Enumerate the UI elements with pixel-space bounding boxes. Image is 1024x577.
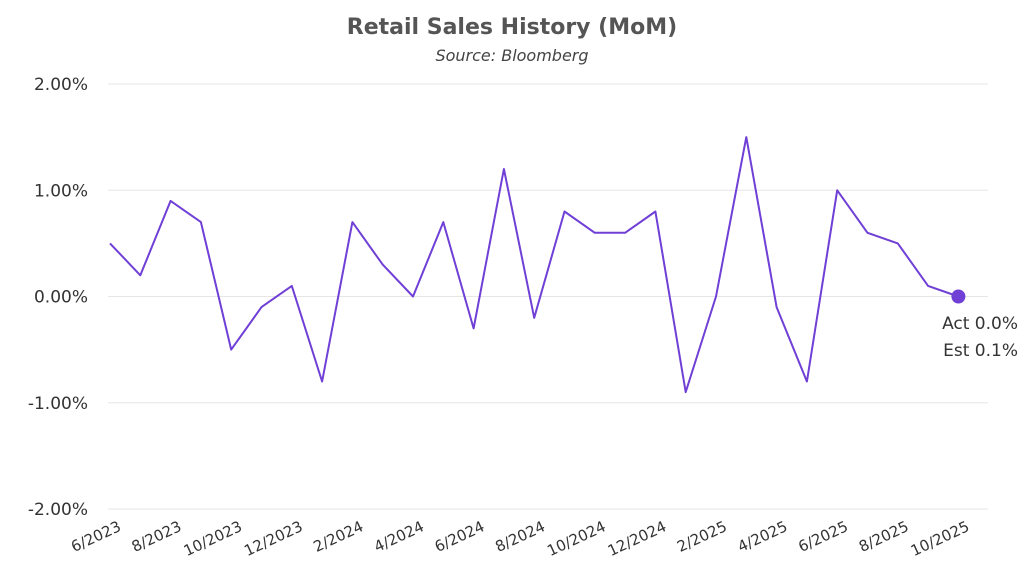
annotation-estimate: Est 0.1% xyxy=(943,341,1018,361)
x-tick-label: 2/2025 xyxy=(674,517,729,556)
x-tick-label: 4/2025 xyxy=(735,517,790,556)
last-point-marker xyxy=(951,289,966,304)
x-tick-label: 2/2024 xyxy=(311,517,366,556)
annotation-actual: Act 0.0% xyxy=(942,314,1018,334)
y-axis-ticks: 2.00% 1.00% 0.00% -1.00% -2.00% xyxy=(28,75,88,520)
y-tick-label: -1.00% xyxy=(28,394,88,414)
x-tick-label: 8/2024 xyxy=(492,517,547,556)
y-tick-label: 0.00% xyxy=(34,288,88,308)
x-tick-label: 6/2024 xyxy=(432,517,487,556)
x-tick-label: 6/2023 xyxy=(68,517,123,556)
x-tick-label: 10/2024 xyxy=(544,517,608,560)
chart-subtitle: Source: Bloomberg xyxy=(435,46,588,65)
x-tick-label: 12/2023 xyxy=(241,517,305,560)
x-tick-label: 10/2025 xyxy=(908,517,972,560)
y-tick-label: 1.00% xyxy=(34,181,88,201)
x-tick-label: 8/2025 xyxy=(856,517,911,556)
chart-title: Retail Sales History (MoM) xyxy=(347,15,677,40)
series-line xyxy=(109,136,959,394)
x-tick-label: 6/2025 xyxy=(795,517,850,556)
x-tick-label: 8/2023 xyxy=(129,517,184,556)
gridlines xyxy=(108,83,988,510)
y-tick-label: -2.00% xyxy=(28,500,88,520)
series-layer xyxy=(109,136,966,394)
x-tick-label: 12/2024 xyxy=(605,517,669,560)
x-tick-label: 10/2023 xyxy=(181,517,245,560)
y-tick-label: 2.00% xyxy=(34,75,88,95)
annotation: Act 0.0% Est 0.1% xyxy=(942,314,1018,361)
x-tick-label: 4/2024 xyxy=(371,517,426,556)
